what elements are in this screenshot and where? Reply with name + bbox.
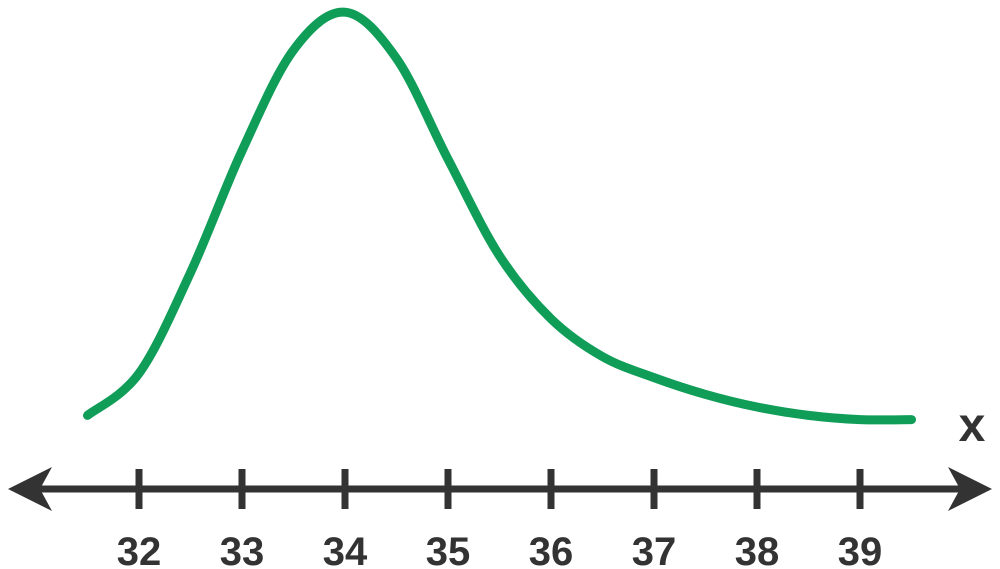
x-axis-ticks: 32 33 34 35 36 37 38 39 bbox=[117, 469, 883, 569]
x-axis bbox=[8, 467, 992, 511]
x-tick-label-37: 37 bbox=[632, 530, 677, 569]
x-tick-label-38: 38 bbox=[735, 530, 780, 569]
distribution-curve bbox=[83, 7, 916, 425]
x-tick-label-33: 33 bbox=[220, 530, 265, 569]
x-tick-label-36: 36 bbox=[529, 530, 574, 569]
left-arrow-icon bbox=[8, 467, 52, 511]
x-tick-label-34: 34 bbox=[323, 530, 368, 569]
x-axis-variable-label: x bbox=[959, 399, 986, 452]
x-tick-label-39: 39 bbox=[838, 530, 883, 569]
right-arrow-icon bbox=[948, 467, 992, 511]
distribution-curve-group bbox=[83, 7, 916, 425]
x-tick-label-35: 35 bbox=[426, 530, 471, 569]
x-tick-label-32: 32 bbox=[117, 530, 162, 569]
